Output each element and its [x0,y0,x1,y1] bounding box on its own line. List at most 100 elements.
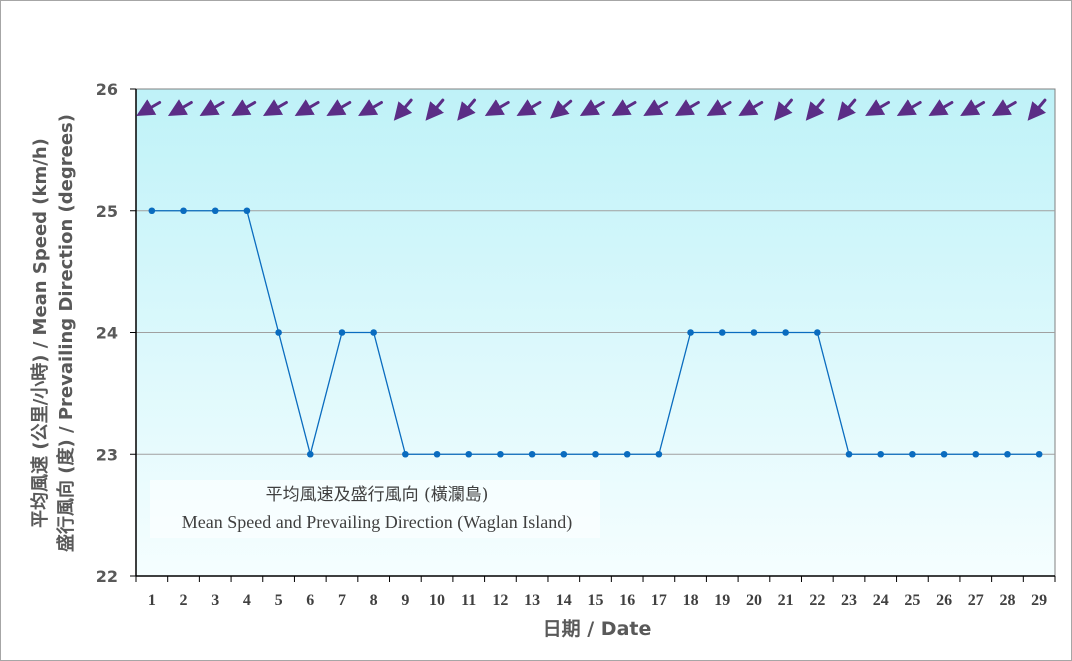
y-tick-label: 25 [96,202,118,221]
x-tick-label: 5 [275,592,283,609]
wind-direction-arrow-icon [896,99,922,116]
data-point [877,450,885,458]
x-tick-label: 18 [683,592,699,609]
data-point [718,329,726,336]
wind-direction-arrow-icon [550,99,573,119]
wind-direction-arrow-icon [865,99,891,117]
x-tick-label: 27 [968,592,984,609]
x-tick-label: 14 [556,592,572,609]
data-point [243,207,251,215]
data-point [528,450,536,458]
data-point [370,329,377,336]
data-point [750,329,758,336]
data-point [972,450,980,458]
x-tick-label: 4 [243,592,251,609]
wind-direction-arrow-icon [231,99,257,117]
data-point [909,450,916,458]
x-tick-label: 29 [1031,592,1047,609]
data-point [782,329,789,336]
data-point [845,450,853,458]
axes [130,88,1056,582]
data-point [148,207,156,215]
wind-direction-arrow-icon [167,99,193,117]
data-point [338,329,346,336]
wind-direction-arrow-icon [960,99,986,117]
mean-speed-series [148,207,1043,458]
x-tick-label: 24 [873,592,889,609]
wind-direction-arrow-icon [928,99,954,117]
prevailing-direction-arrows [136,98,1047,121]
wind-direction-arrow-icon [805,98,825,121]
y-tick-label: 26 [96,80,118,99]
data-point [560,450,568,458]
x-tick-label: 23 [841,592,857,609]
wind-direction-arrow-icon [263,99,288,117]
x-tick-label: 12 [492,592,508,609]
data-point [211,207,219,215]
data-point [306,450,314,458]
wind-direction-arrow-icon [1027,98,1047,121]
caption-box [150,480,600,538]
x-tick-label: 19 [714,592,730,609]
x-tick-label: 28 [999,592,1015,609]
x-tick-label: 3 [211,592,219,609]
data-point [180,207,187,215]
x-tick-label: 25 [904,592,920,609]
data-point [655,450,663,458]
y-tick-labels: 22 23 24 25 26 [96,80,118,586]
x-tick-label: 22 [809,592,825,609]
wind-direction-arrow-icon [706,99,732,117]
x-tick-label: 10 [429,592,445,609]
x-tick-label: 17 [651,592,667,609]
wind-direction-arrow-icon [425,98,445,121]
wind-direction-arrow-icon [774,98,793,121]
wind-direction-arrow-icon [199,99,225,117]
x-tick-label: 15 [588,592,604,609]
wind-direction-arrow-icon [643,99,669,117]
y-tick-label: 22 [96,567,118,586]
data-point [623,450,631,458]
x-tick-label: 16 [619,592,635,609]
x-tick-label: 26 [936,592,952,609]
x-tick-labels: 1 2 3 4 5 6 7 8 9 10 11 12 13 14 15 16 17 18 19 20 21 22 23 24 2… [148,592,1047,609]
chart-title-zh: 平均風速及盛行風向 (橫瀾島) [266,485,489,505]
wind-direction-arrow-icon [837,98,857,121]
y-axis-label-speed: 平均風速 (公里/小時) / Mean Speed (km/h) [29,138,51,528]
y-tick-label: 24 [96,324,118,343]
wind-direction-arrow-icon [457,98,477,121]
data-point [1004,450,1011,458]
data-point [940,450,948,458]
data-point [1035,450,1043,458]
data-point [592,450,599,458]
wind-direction-arrow-icon [136,99,162,117]
wind-direction-arrow-icon [326,99,352,117]
x-tick-label: 6 [306,592,314,609]
wind-direction-arrow-icon [393,98,413,121]
wind-direction-arrow-icon [991,99,1017,116]
x-tick-label: 7 [338,592,346,609]
x-tick-label: 1 [148,592,156,609]
y-tick-label: 23 [96,445,118,464]
wind-direction-arrow-icon [738,99,764,117]
x-tick-label: 8 [370,592,378,609]
data-point [433,450,441,458]
wind-direction-arrow-icon [579,99,605,116]
x-axis-label: 日期 / Date [543,618,652,640]
y-axis-label-direction: 盛行風向 (度) / Prevailing Direction (degrees… [55,114,77,552]
data-point [687,329,694,336]
data-point [465,450,473,458]
x-tick-label: 20 [746,592,762,609]
wind-direction-arrow-icon [484,99,510,117]
x-tick-label: 2 [180,592,188,609]
data-point [497,450,504,458]
data-point [275,329,282,336]
x-tick-label: 11 [461,592,476,609]
x-tick-label: 21 [778,592,794,609]
wind-direction-arrow-icon [611,99,637,117]
data-point [402,450,409,458]
wind-direction-arrow-icon [516,99,542,117]
wind-direction-arrow-icon [358,99,383,116]
wind-direction-arrow-icon [674,99,700,116]
x-tick-label: 9 [401,592,409,609]
